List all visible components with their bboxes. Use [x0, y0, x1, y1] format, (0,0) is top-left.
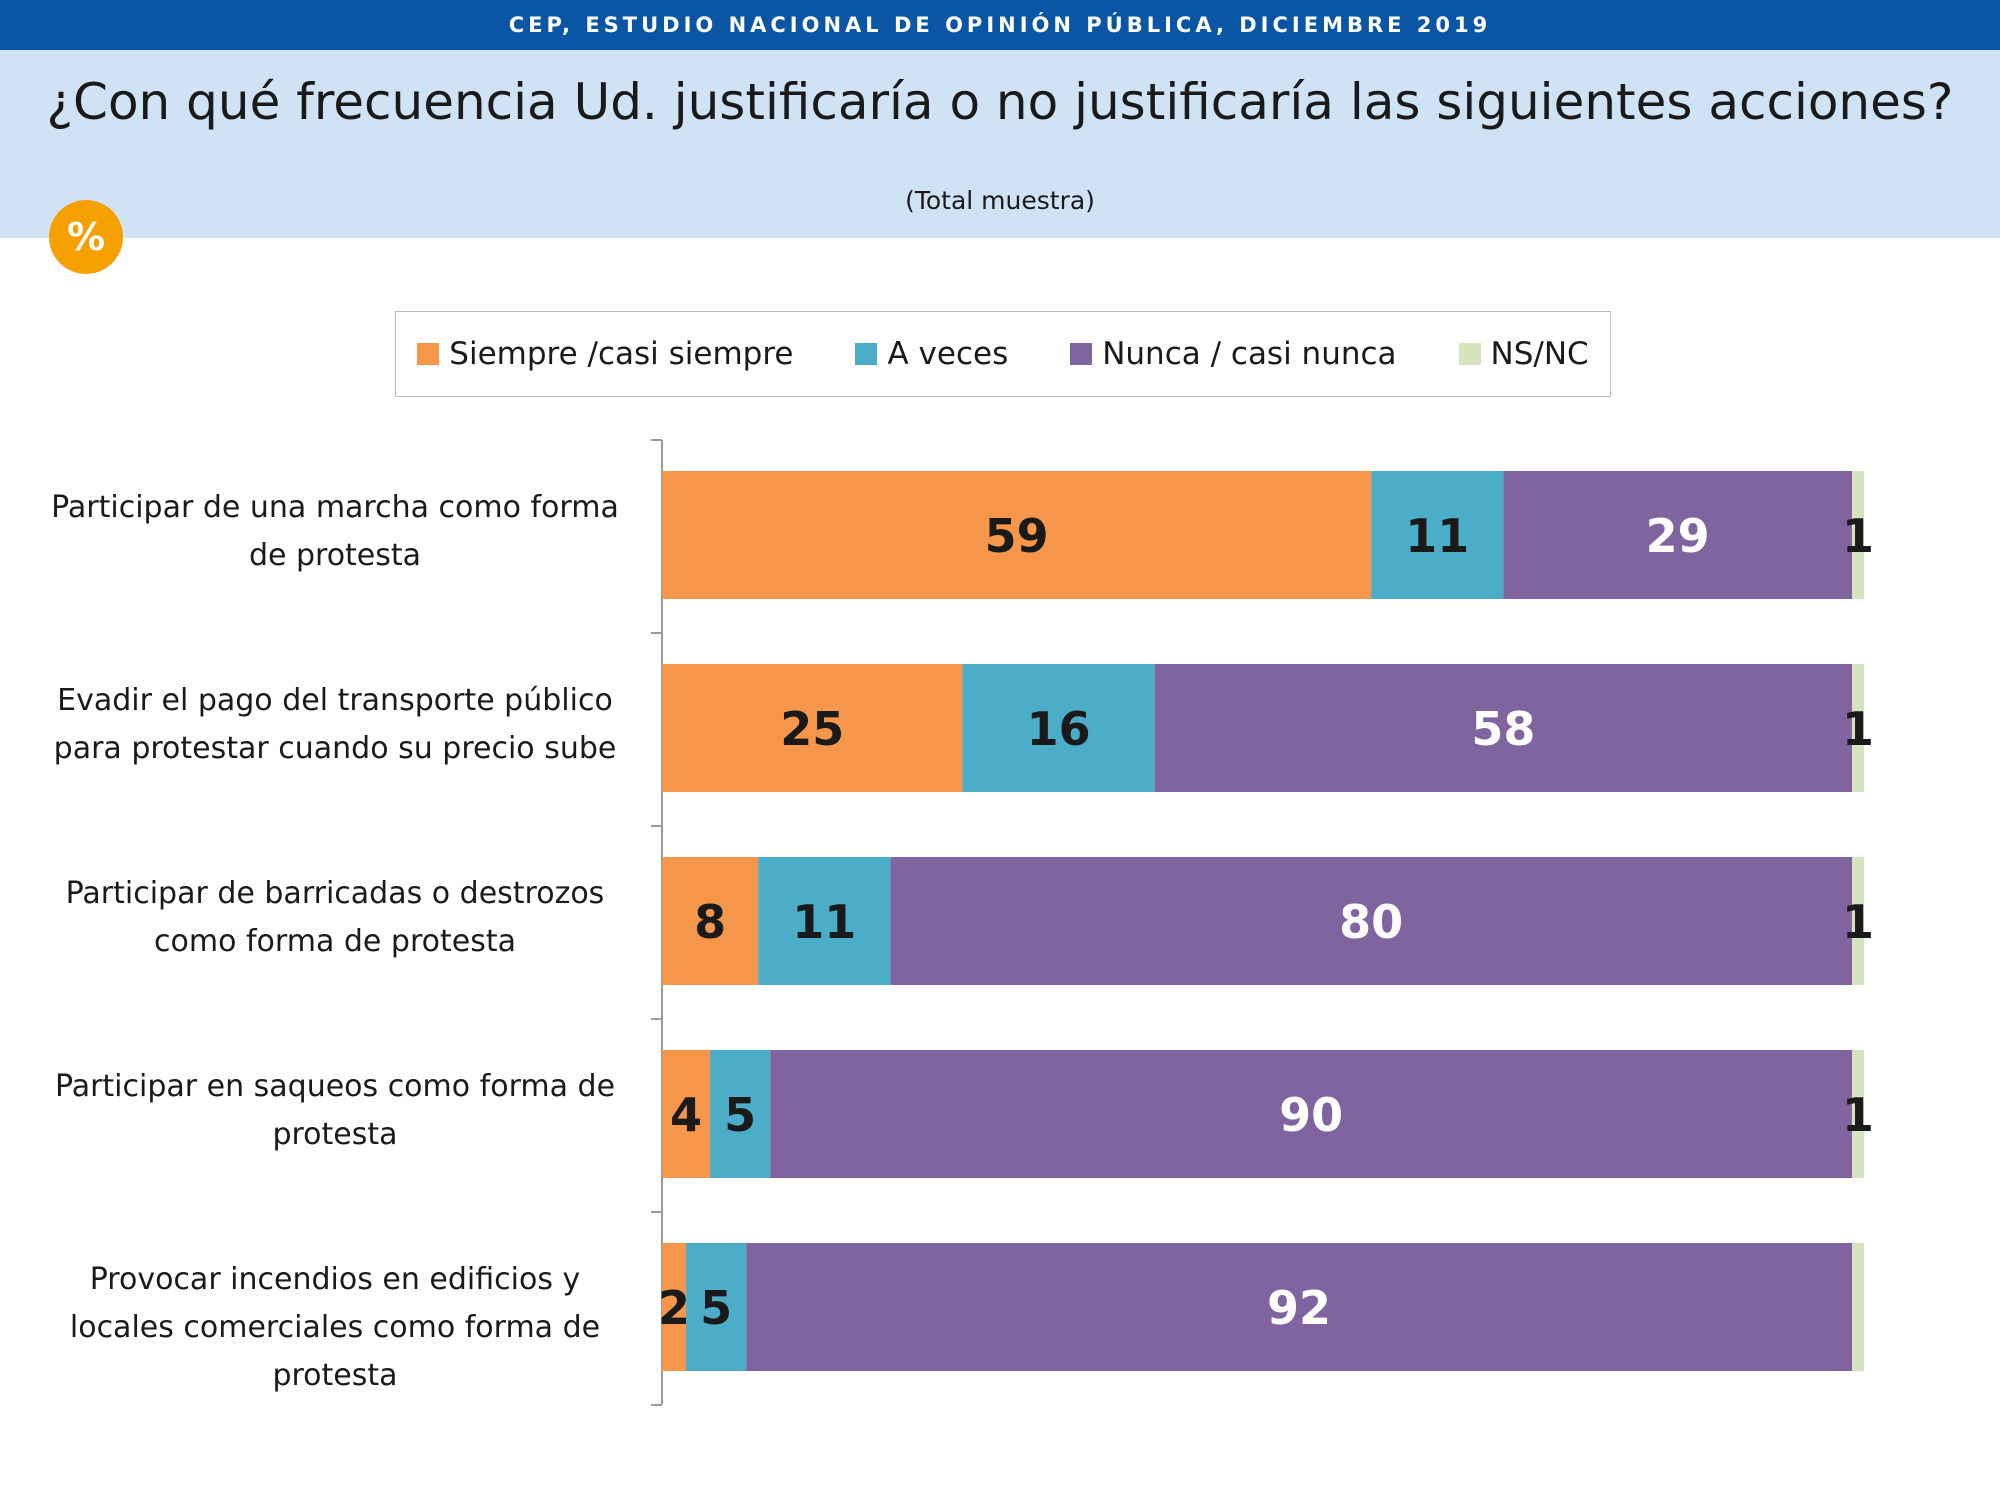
bar-transporte-a-veces [962, 664, 1155, 792]
data-label-barricadas-nunca: 80 [1339, 895, 1403, 949]
legend-swatch-nunca [1070, 343, 1093, 365]
data-label-saqueos-a-veces: 5 [724, 1088, 756, 1142]
percent-icon: % [49, 200, 123, 274]
bar-incendios-a-veces [686, 1243, 747, 1371]
data-label-incendios-a-veces: 5 [700, 1281, 732, 1335]
chart-subtitle: (Total muestra) [905, 186, 1095, 215]
bar-saqueos-siempre [662, 1050, 711, 1178]
data-label-barricadas-siempre: 8 [694, 895, 726, 949]
data-label-barricadas-nsnc: 1 [1842, 895, 1874, 949]
data-label-saqueos-nsnc: 1 [1842, 1088, 1874, 1142]
bar-marcha-nsnc [1851, 471, 1864, 599]
row-label-marcha: Participar de una marcha como forma de p… [51, 490, 619, 573]
bar-incendios-nunca [746, 1243, 1852, 1371]
legend: Siempre /casi siempre A veces Nunca / ca… [395, 311, 1611, 397]
data-label-marcha-nunca: 29 [1646, 509, 1710, 563]
bar-marcha-siempre [662, 471, 1372, 599]
bar-barricadas-siempre [662, 857, 759, 985]
data-label-transporte-siempre: 25 [780, 702, 844, 756]
percent-badge-text: % [66, 215, 106, 259]
legend-item-nsnc: NS/NC [1458, 336, 1589, 372]
legend-label-a-veces: A veces [887, 336, 1009, 372]
data-label-barricadas-a-veces: 11 [792, 895, 856, 949]
bar-incendios-nsnc [1851, 1243, 1864, 1371]
bar-transporte-siempre [662, 664, 963, 792]
legend-label-nsnc: NS/NC [1490, 336, 1589, 372]
bar-transporte-nsnc [1851, 664, 1864, 792]
legend-swatch-nsnc [1458, 343, 1481, 365]
bar-saqueos-a-veces [710, 1050, 771, 1178]
legend-label-siempre: Siempre /casi siempre [449, 336, 794, 372]
row-label-barricadas: Participar de barricadas o destrozos com… [65, 876, 605, 959]
data-label-saqueos-siempre: 4 [670, 1088, 702, 1142]
bar-transporte-nunca [1154, 664, 1852, 792]
bar-barricadas-nunca [890, 857, 1852, 985]
bar-barricadas-nsnc [1851, 857, 1864, 985]
legend-swatch-a-veces [855, 343, 878, 365]
row-label-saqueos: Participar en saqueos como forma de prot… [54, 1069, 616, 1152]
legend-label-nunca: Nunca / casi nunca [1102, 336, 1397, 372]
data-label-transporte-nsnc: 1 [1842, 702, 1874, 756]
data-label-incendios-siempre: 2 [658, 1281, 690, 1335]
bar-saqueos-nsnc [1851, 1050, 1864, 1178]
legend-item-siempre: Siempre /casi siempre [417, 336, 793, 372]
data-label-transporte-nunca: 58 [1471, 702, 1535, 756]
row-label-transporte: Evadir el pago del transporte público pa… [53, 683, 617, 766]
data-label-marcha-a-veces: 11 [1405, 509, 1469, 563]
source-banner: CEP, ESTUDIO NACIONAL DE OPINIÓN PÚBLICA… [0, 0, 2000, 50]
legend-swatch-siempre [417, 343, 440, 365]
legend-item-nunca: Nunca / casi nunca [1070, 336, 1397, 372]
legend-item-a-veces: A veces [855, 336, 1008, 372]
bar-saqueos-nunca [770, 1050, 1852, 1178]
source-text: CEP, ESTUDIO NACIONAL DE OPINIÓN PÚBLICA… [508, 13, 1492, 37]
data-label-marcha-siempre: 59 [985, 509, 1049, 563]
bar-marcha-a-veces [1371, 471, 1504, 599]
bar-incendios-siempre [662, 1243, 687, 1371]
title-band [0, 50, 2000, 238]
bar-marcha-nunca [1503, 471, 1852, 599]
chart-title: ¿Con qué frecuencia Ud. justificaría o n… [46, 73, 1954, 131]
row-label-incendios: Provocar incendios en edificios y locale… [69, 1262, 601, 1393]
bar-barricadas-a-veces [758, 857, 891, 985]
data-label-saqueos-nunca: 90 [1279, 1088, 1343, 1142]
data-label-marcha-nsnc: 1 [1842, 509, 1874, 563]
data-label-incendios-nunca: 92 [1267, 1281, 1331, 1335]
data-label-transporte-a-veces: 16 [1027, 702, 1091, 756]
